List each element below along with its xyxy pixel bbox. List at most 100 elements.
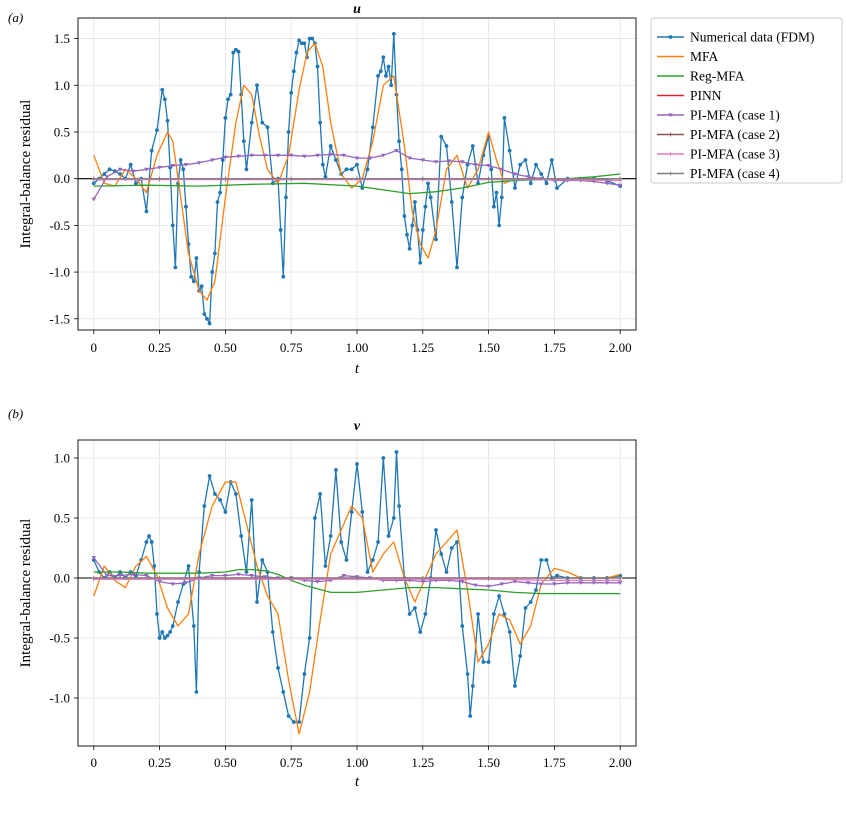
data-point-pi-mfa-case-1 [446, 159, 452, 164]
data-point-numerical-data-fdm [302, 41, 307, 46]
x-tick-label: 0.25 [148, 755, 171, 770]
panel-label: (b) [8, 406, 23, 421]
data-point-numerical-data-fdm [184, 204, 188, 209]
legend-marker-pi-mfa-case-2 [668, 132, 673, 137]
data-point-numerical-data-fdm [528, 181, 533, 186]
series-line-reg-mfa [93, 568, 621, 595]
data-point-numerical-data-fdm [315, 64, 320, 69]
data-point-numerical-data-fdm [391, 516, 396, 520]
data-point-pi-mfa-case-4 [223, 176, 228, 181]
data-point-pi-mfa-case-1 [249, 574, 255, 578]
data-point-pi-mfa-case-1 [525, 581, 531, 585]
data-point-numerical-data-fdm [410, 223, 415, 228]
chart-panel: 0 0.25 0.50 0.75 1.00 1.25 1.50 1.75 2.00 -1.5 -1.… [8, 2, 637, 377]
data-point-numerical-data-fdm [384, 74, 388, 78]
data-point-pi-mfa-case-1 [104, 175, 110, 180]
data-point-numerical-data-fdm [165, 118, 170, 123]
data-point-numerical-data-fdm [149, 148, 154, 153]
data-point-numerical-data-fdm [173, 265, 178, 270]
data-point-numerical-data-fdm [555, 573, 559, 578]
data-point-numerical-data-fdm [297, 720, 301, 724]
data-point-pi-mfa-case-1 [578, 581, 584, 585]
data-point-numerical-data-fdm [307, 36, 312, 41]
data-point-numerical-data-fdm [439, 134, 444, 139]
data-point-numerical-data-fdm [318, 120, 323, 125]
data-point-numerical-data-fdm [334, 158, 338, 162]
legend-box [650, 17, 843, 184]
data-point-pi-mfa-case-1 [367, 156, 373, 161]
data-point-pi-mfa-case-1 [236, 572, 241, 577]
data-point-numerical-data-fdm [386, 534, 391, 538]
data-point-numerical-data-fdm [241, 139, 246, 144]
data-point-numerical-data-fdm [349, 167, 354, 172]
data-point-pi-mfa-case-1 [157, 165, 162, 170]
data-point-pi-mfa-case-1 [512, 580, 518, 584]
x-tick-label: 1.75 [543, 340, 566, 355]
data-point-pi-mfa-case-1 [499, 582, 505, 587]
data-point-pi-mfa-case-1 [91, 197, 97, 202]
data-point-pi-mfa-case-4 [486, 176, 491, 181]
y-tick-label: -1.5 [49, 311, 70, 326]
data-point-pi-mfa-case-1 [407, 156, 412, 161]
data-point-numerical-data-fdm [312, 516, 317, 520]
data-point-numerical-data-fdm [307, 636, 312, 640]
data-point-numerical-data-fdm [223, 116, 228, 120]
data-point-pi-mfa-case-1 [223, 574, 228, 578]
data-point-numerical-data-fdm [320, 162, 325, 167]
data-point-pi-mfa-case-4 [420, 176, 425, 181]
data-point-numerical-data-fdm [157, 636, 162, 640]
data-point-pi-mfa-case-1 [420, 158, 426, 163]
data-point-numerical-data-fdm [149, 540, 154, 544]
data-point-numerical-data-fdm [223, 510, 228, 514]
x-axis-label: t [355, 361, 360, 377]
data-point-numerical-data-fdm [323, 564, 328, 568]
data-point-pi-mfa-case-1 [117, 167, 123, 172]
data-point-numerical-data-fdm [212, 251, 217, 256]
data-point-pi-mfa-case-1 [91, 556, 97, 560]
data-point-numerical-data-fdm [426, 181, 430, 186]
data-point-numerical-data-fdm [226, 97, 230, 102]
data-point-numerical-data-fdm [470, 144, 475, 148]
data-point-numerical-data-fdm [399, 167, 404, 172]
data-point-numerical-data-fdm [134, 181, 138, 186]
data-point-numerical-data-fdm [539, 558, 544, 562]
data-point-numerical-data-fdm [278, 228, 283, 232]
data-point-numerical-data-fdm [218, 498, 223, 502]
data-point-pi-mfa-case-4 [223, 576, 228, 580]
data-point-numerical-data-fdm [265, 125, 270, 130]
data-point-numerical-data-fdm [186, 564, 191, 568]
data-point-numerical-data-fdm [289, 90, 294, 95]
x-tick-label: 0.50 [214, 755, 237, 770]
data-point-numerical-data-fdm [234, 47, 238, 52]
data-point-pi-mfa-case-1 [617, 183, 623, 188]
legend-marker-pi-mfa-case-1 [668, 113, 673, 118]
data-point-pi-mfa-case-1 [130, 169, 136, 174]
data-point-numerical-data-fdm [523, 158, 528, 162]
legend-label-pinn: PINN [690, 88, 722, 103]
x-tick-label: 1.00 [346, 755, 369, 770]
data-point-numerical-data-fdm [407, 246, 412, 251]
data-point-numerical-data-fdm [497, 594, 502, 598]
legend-label-pi-mfa-case-2: PI-MFA (case 2) [690, 127, 780, 142]
data-point-pi-mfa-case-1 [183, 581, 189, 585]
data-point-numerical-data-fdm [499, 195, 504, 200]
y-tick-label: -0.5 [49, 218, 70, 233]
legend-marker-pi-mfa-case-4 [668, 171, 673, 176]
data-point-numerical-data-fdm [544, 558, 549, 562]
data-point-numerical-data-fdm [170, 223, 175, 228]
data-point-numerical-data-fdm [481, 660, 486, 664]
data-point-numerical-data-fdm [468, 714, 473, 718]
data-point-pi-mfa-case-1 [196, 161, 202, 165]
data-point-numerical-data-fdm [418, 260, 423, 265]
legend-label-pi-mfa-case-1: PI-MFA (case 1) [690, 108, 780, 123]
data-point-pi-mfa-case-1 [315, 580, 320, 584]
data-point-numerical-data-fdm [344, 558, 349, 562]
x-tick-label: 1.50 [477, 340, 500, 355]
data-point-pi-mfa-case-4 [486, 576, 491, 580]
data-point-numerical-data-fdm [460, 624, 465, 628]
data-point-pi-mfa-case-1 [617, 581, 623, 585]
data-point-numerical-data-fdm [420, 228, 425, 232]
data-point-pi-mfa-case-1 [104, 574, 110, 578]
data-point-numerical-data-fdm [370, 125, 375, 130]
